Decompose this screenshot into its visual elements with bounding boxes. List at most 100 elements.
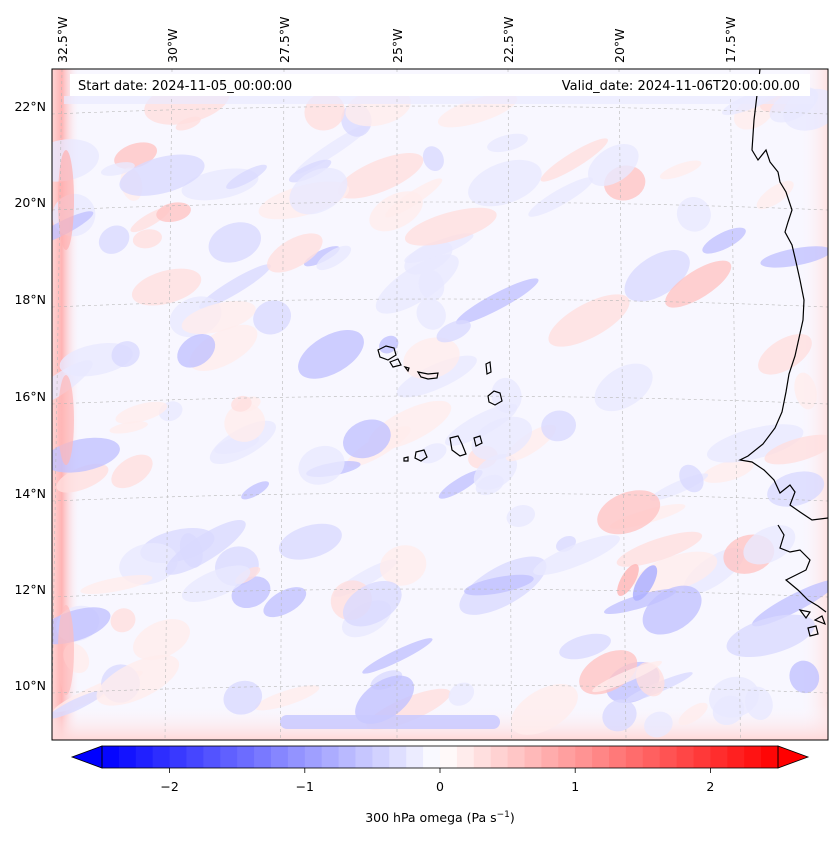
negative-omega-patch	[702, 227, 746, 254]
negative-omega-patch	[541, 410, 577, 442]
colorbar-segment	[744, 746, 762, 768]
latitude-label: 10°N	[14, 678, 46, 693]
gambia-guinea-coast	[777, 524, 827, 613]
negative-omega-patch	[298, 330, 364, 379]
negative-omega-patch	[559, 633, 611, 660]
negative-omega-patch	[448, 682, 475, 706]
negative-omega-patch	[475, 474, 504, 496]
bottom-negative-band	[280, 715, 500, 729]
positive-omega-patch	[111, 454, 153, 489]
latitude-label: 22°N	[14, 99, 46, 114]
negative-omega-patch	[179, 533, 203, 568]
negative-omega-patch	[111, 341, 140, 368]
colorbar-segment	[473, 746, 492, 768]
colorbar-max-extend	[777, 745, 810, 769]
parallel-line	[52, 201, 828, 211]
positive-omega-patch	[80, 574, 153, 595]
island-santa-luzia	[403, 366, 410, 373]
colorbar-segment	[727, 746, 745, 768]
island-sal	[485, 361, 492, 375]
negative-omega-patch	[445, 403, 518, 446]
longitude-label: 25°W	[390, 28, 405, 63]
positive-omega-patch	[58, 150, 74, 250]
colorbar-label: 300 hPa omega (Pa s−1)	[365, 810, 515, 825]
latitude-label: 20°N	[14, 195, 46, 210]
meridian-line	[507, 69, 512, 740]
positive-omega-patch	[337, 153, 424, 199]
negative-omega-patch	[679, 464, 704, 493]
positive-omega-patch	[115, 401, 168, 424]
colorbar-tick-label: −2	[160, 779, 178, 794]
island-brava	[403, 456, 409, 462]
coastlines	[377, 69, 828, 637]
positive-omega-patch	[758, 334, 812, 375]
negative-omega-patch	[98, 225, 130, 254]
positive-omega-patch	[267, 233, 323, 273]
colorbar-segment	[440, 746, 458, 768]
longitude-label: 20°W	[612, 28, 627, 63]
colorbar-segments	[102, 746, 779, 768]
omega-field: Start date: 2024-11-05_00:00:00 Valid_da…	[52, 69, 828, 740]
negative-omega-patch	[241, 481, 269, 500]
positive-omega-patch	[254, 685, 320, 711]
negative-omega-patch	[760, 246, 828, 268]
colorbar-segment	[169, 746, 187, 768]
positive-omega-patch	[548, 294, 630, 347]
latitude-label: 14°N	[14, 486, 46, 501]
negative-omega-patch	[745, 686, 773, 720]
colorbar-segment	[186, 746, 204, 768]
colorbar-segment	[659, 746, 677, 768]
positive-omega-patch	[403, 337, 460, 380]
negative-omega-patch	[199, 264, 271, 309]
colorbar-segment	[406, 746, 424, 768]
header-box	[70, 74, 810, 96]
colorbar-segment	[693, 746, 711, 768]
colorbar-segment	[456, 746, 475, 768]
colorbar-segment	[541, 746, 559, 768]
negative-omega-patch	[436, 320, 471, 343]
positive-omega-patch	[597, 490, 661, 535]
negative-omega-patch	[362, 638, 433, 674]
colorbar-segment	[271, 746, 289, 768]
positive-omega-patch	[592, 660, 662, 693]
negative-omega-patch	[642, 585, 702, 635]
colorbar-segment	[220, 746, 238, 768]
colorbar-segment	[237, 746, 255, 768]
positive-omega-patch	[156, 202, 191, 223]
colorbar-segment	[609, 746, 627, 768]
colorbar-segment	[203, 746, 221, 768]
negative-omega-patch	[343, 419, 391, 459]
negative-omega-patch	[422, 146, 444, 171]
longitude-label: 27.5°W	[277, 17, 292, 63]
negative-omega-patch	[263, 587, 307, 618]
latitude-label: 12°N	[14, 582, 46, 597]
top-negative-band	[64, 96, 814, 104]
island-sao-vicente	[389, 358, 402, 368]
positive-omega-patch	[109, 421, 148, 434]
island-sao-nicolau	[416, 371, 439, 380]
colorbar-segment	[524, 746, 542, 768]
longitude-label: 30°W	[165, 28, 180, 63]
colorbar-segment	[304, 746, 323, 768]
positive-omega-patch	[132, 229, 162, 249]
negative-omega-patch	[119, 154, 205, 196]
colorbar-min-extend	[70, 745, 103, 769]
negative-omega-patch	[278, 523, 342, 560]
positive-omega-patch	[224, 403, 266, 442]
negative-omega-patch	[455, 278, 539, 325]
negative-omega-patch	[181, 565, 251, 602]
colorbar-segment	[254, 746, 272, 768]
negative-omega-patch	[506, 505, 536, 527]
longitude-label: 32.5°W	[55, 17, 70, 63]
negative-omega-patch	[298, 445, 345, 485]
positive-omega-patch	[678, 702, 708, 726]
colorbar-segment	[135, 746, 154, 768]
positive-omega-patch	[659, 160, 702, 180]
island-boa-vista	[487, 390, 503, 406]
colorbar-segment	[102, 746, 120, 768]
colorbar-segment	[761, 746, 779, 768]
colorbar-segment	[321, 746, 339, 768]
valid-date-text: Valid_date: 2024-11-06T20:00:00.00	[562, 79, 800, 94]
positive-omega-patch	[540, 138, 608, 182]
